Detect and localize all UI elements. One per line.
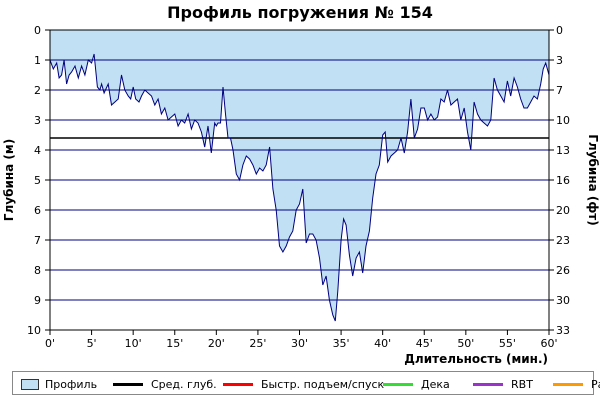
y-axis-label-right: Глубина (фт) <box>586 134 600 225</box>
x-tick-label: 15' <box>166 337 183 350</box>
y-tick-label-right: 20 <box>556 204 570 217</box>
y-tick-label-right: 26 <box>556 264 570 277</box>
legend-label: Раб. <box>591 377 600 391</box>
y-tick-label-left: 4 <box>34 144 41 157</box>
y-tick-label-left: 2 <box>34 84 41 97</box>
x-tick-label: 35' <box>333 337 350 350</box>
x-tick-label: 45' <box>416 337 433 350</box>
y-tick-label-right: 10 <box>556 114 570 127</box>
legend-label: Профиль <box>45 377 98 391</box>
y-axis-label-left: Глубина (м) <box>2 139 16 221</box>
x-axis: 0' 5' 10' 15' 20' 25' 30' 35' 40' 45' 50' 55' 60' <box>45 330 558 350</box>
x-tick-label: 25' <box>249 337 266 350</box>
profile-area <box>50 30 549 321</box>
y-axis-right: 0 3 7 10 13 16 20 23 26 30 33 <box>549 24 570 337</box>
y-tick-label-right: 16 <box>556 174 570 187</box>
x-tick-label: 10' <box>125 337 142 350</box>
y-tick-label-left: 0 <box>34 24 41 37</box>
x-tick-label: 30' <box>291 337 308 350</box>
y-tick-label-left: 5 <box>34 174 41 187</box>
y-tick-label-right: 3 <box>556 54 563 67</box>
y-tick-label-right: 13 <box>556 144 570 157</box>
legend-swatch <box>473 382 503 386</box>
y-tick-label-left: 9 <box>34 294 41 307</box>
y-tick-label-right: 7 <box>556 84 563 97</box>
y-tick-label-left: 8 <box>34 264 41 277</box>
x-tick-label: 5' <box>87 337 97 350</box>
y-tick-label-right: 30 <box>556 294 570 307</box>
profile-line <box>49 53 550 322</box>
x-tick-label: 60' <box>540 337 557 350</box>
y-tick-label-right: 23 <box>556 234 570 247</box>
legend-label: Дека <box>421 377 450 391</box>
legend-swatch <box>21 378 39 390</box>
y-tick-label-left: 7 <box>34 234 41 247</box>
x-tick-label: 20' <box>208 337 225 350</box>
legend-item: Профиль <box>21 376 97 392</box>
dive-profile-chart: 0' 5' 10' 15' 20' 25' 30' 35' 40' 45' 50' 55' 60' 0 1… <box>2 24 600 366</box>
legend-item: Сред. глуб. <box>113 376 217 392</box>
legend-item: Раб. <box>553 376 600 392</box>
x-tick-label: 50' <box>457 337 474 350</box>
legend-item: RBT <box>473 376 533 392</box>
y-tick-label-left: 3 <box>34 114 41 127</box>
legend-swatch <box>113 382 143 386</box>
legend-swatch <box>383 382 413 386</box>
x-tick-label: 40' <box>374 337 391 350</box>
y-axis-left: 0 1 2 3 4 5 6 7 8 9 10 <box>27 24 50 337</box>
legend-swatch <box>223 382 253 386</box>
chart-title: Профиль погружения № 154 <box>167 3 433 22</box>
legend-label: Быстр. подъем/спуск <box>261 377 385 391</box>
y-tick-label-left: 1 <box>34 54 41 67</box>
y-tick-label-right: 0 <box>556 24 563 37</box>
x-tick-label: 55' <box>499 337 516 350</box>
y-tick-label-right: 33 <box>556 324 570 337</box>
legend-swatch <box>553 382 583 386</box>
legend: Профиль Сред. глуб. Быстр. подъем/спуск Дек… <box>12 371 600 395</box>
legend-label: RBT <box>511 377 533 391</box>
legend-item: Дека <box>383 376 450 392</box>
x-axis-label: Длительность (мин.) <box>404 352 548 366</box>
y-tick-label-left: 10 <box>27 324 41 337</box>
legend-item: Быстр. подъем/спуск <box>223 376 384 392</box>
legend-label: Сред. глуб. <box>151 377 217 391</box>
y-tick-label-left: 6 <box>34 204 41 217</box>
x-tick-label: 0' <box>45 337 55 350</box>
